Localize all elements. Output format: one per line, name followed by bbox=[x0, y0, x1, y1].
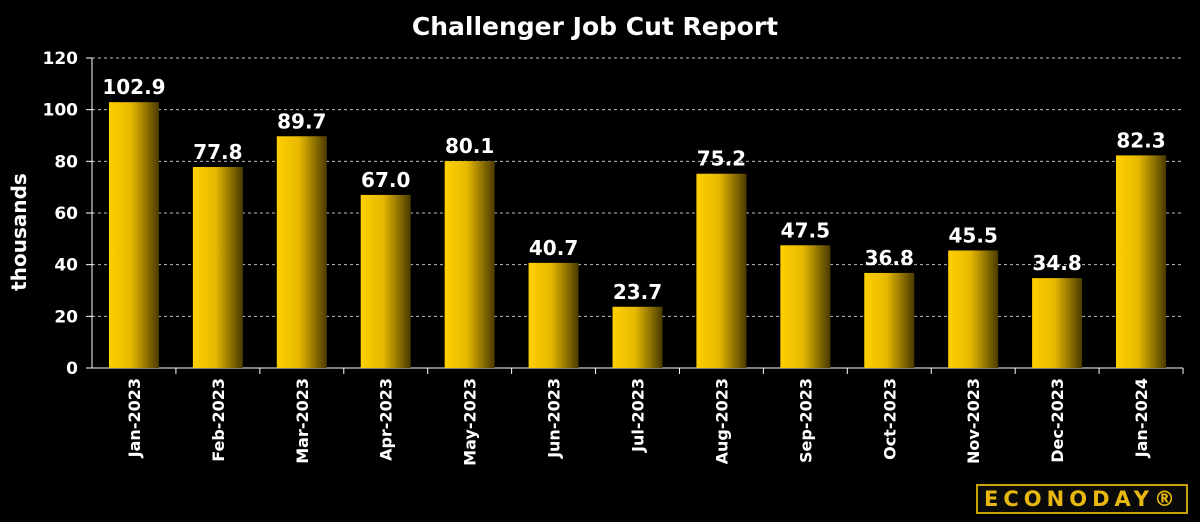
y-tick-label: 40 bbox=[54, 256, 78, 276]
data-label: 36.8 bbox=[865, 246, 914, 270]
x-tick-label: Jun-2023 bbox=[545, 378, 564, 459]
y-tick-label: 20 bbox=[54, 307, 78, 327]
gridlines bbox=[92, 57, 1183, 317]
x-tick-label: May-2023 bbox=[461, 378, 480, 466]
data-label: 80.1 bbox=[445, 134, 494, 158]
bars bbox=[108, 102, 1167, 369]
x-tick-label: Mar-2023 bbox=[293, 378, 312, 464]
logo-text: ECONODAY® bbox=[984, 487, 1180, 511]
x-tick-label: Oct-2023 bbox=[880, 378, 899, 460]
data-label: 45.5 bbox=[949, 223, 998, 247]
bar bbox=[192, 167, 243, 368]
bar bbox=[612, 306, 663, 368]
y-tick-label: 60 bbox=[54, 204, 78, 224]
x-tick-label: Jan-2023 bbox=[125, 378, 144, 458]
x-tick-label: Apr-2023 bbox=[377, 378, 396, 461]
bar bbox=[864, 272, 915, 368]
data-label: 23.7 bbox=[613, 280, 662, 304]
data-label: 102.9 bbox=[102, 75, 165, 99]
bar bbox=[276, 136, 327, 368]
bar bbox=[528, 262, 579, 368]
bar bbox=[1032, 278, 1083, 368]
data-label: 89.7 bbox=[277, 109, 326, 133]
data-label: 47.5 bbox=[781, 218, 830, 242]
data-label: 82.3 bbox=[1116, 128, 1165, 152]
y-tick-label: 0 bbox=[66, 359, 78, 379]
x-tick-label: Feb-2023 bbox=[209, 378, 228, 462]
bar bbox=[1116, 155, 1167, 368]
y-tick-label: 80 bbox=[54, 152, 78, 172]
data-label: 75.2 bbox=[697, 147, 746, 171]
data-label: 40.7 bbox=[529, 236, 578, 260]
data-label: 77.8 bbox=[193, 140, 242, 164]
x-tick-label: Jul-2023 bbox=[629, 378, 648, 453]
bar bbox=[360, 194, 411, 368]
bar bbox=[696, 173, 747, 368]
x-tick-label: Sep-2023 bbox=[796, 378, 815, 463]
tick-labels: 0 20 40 60 80 100 120 Jan-2023 Feb-2023 Mar-2023 A… bbox=[43, 49, 1152, 466]
bar bbox=[780, 245, 831, 368]
x-tick-label: Aug-2023 bbox=[712, 378, 731, 464]
data-labels: 102.9 77.8 89.7 67.0 80.1 40.7 23.7 75.2 47.5 36.… bbox=[102, 75, 1165, 304]
data-label: 67.0 bbox=[361, 168, 410, 192]
y-tick-label: 100 bbox=[43, 101, 79, 121]
bar bbox=[948, 250, 999, 368]
x-tick-label: Nov-2023 bbox=[964, 378, 983, 464]
x-tick-label: Jan-2024 bbox=[1132, 378, 1151, 458]
y-tick-label: 120 bbox=[43, 49, 79, 69]
x-tick-label: Dec-2023 bbox=[1048, 378, 1067, 463]
bar bbox=[108, 102, 159, 369]
chart-title: Challenger Job Cut Report bbox=[411, 12, 779, 41]
econoday-logo: ECONODAY® bbox=[976, 484, 1188, 514]
data-label: 34.8 bbox=[1032, 251, 1081, 275]
bar bbox=[444, 161, 495, 368]
